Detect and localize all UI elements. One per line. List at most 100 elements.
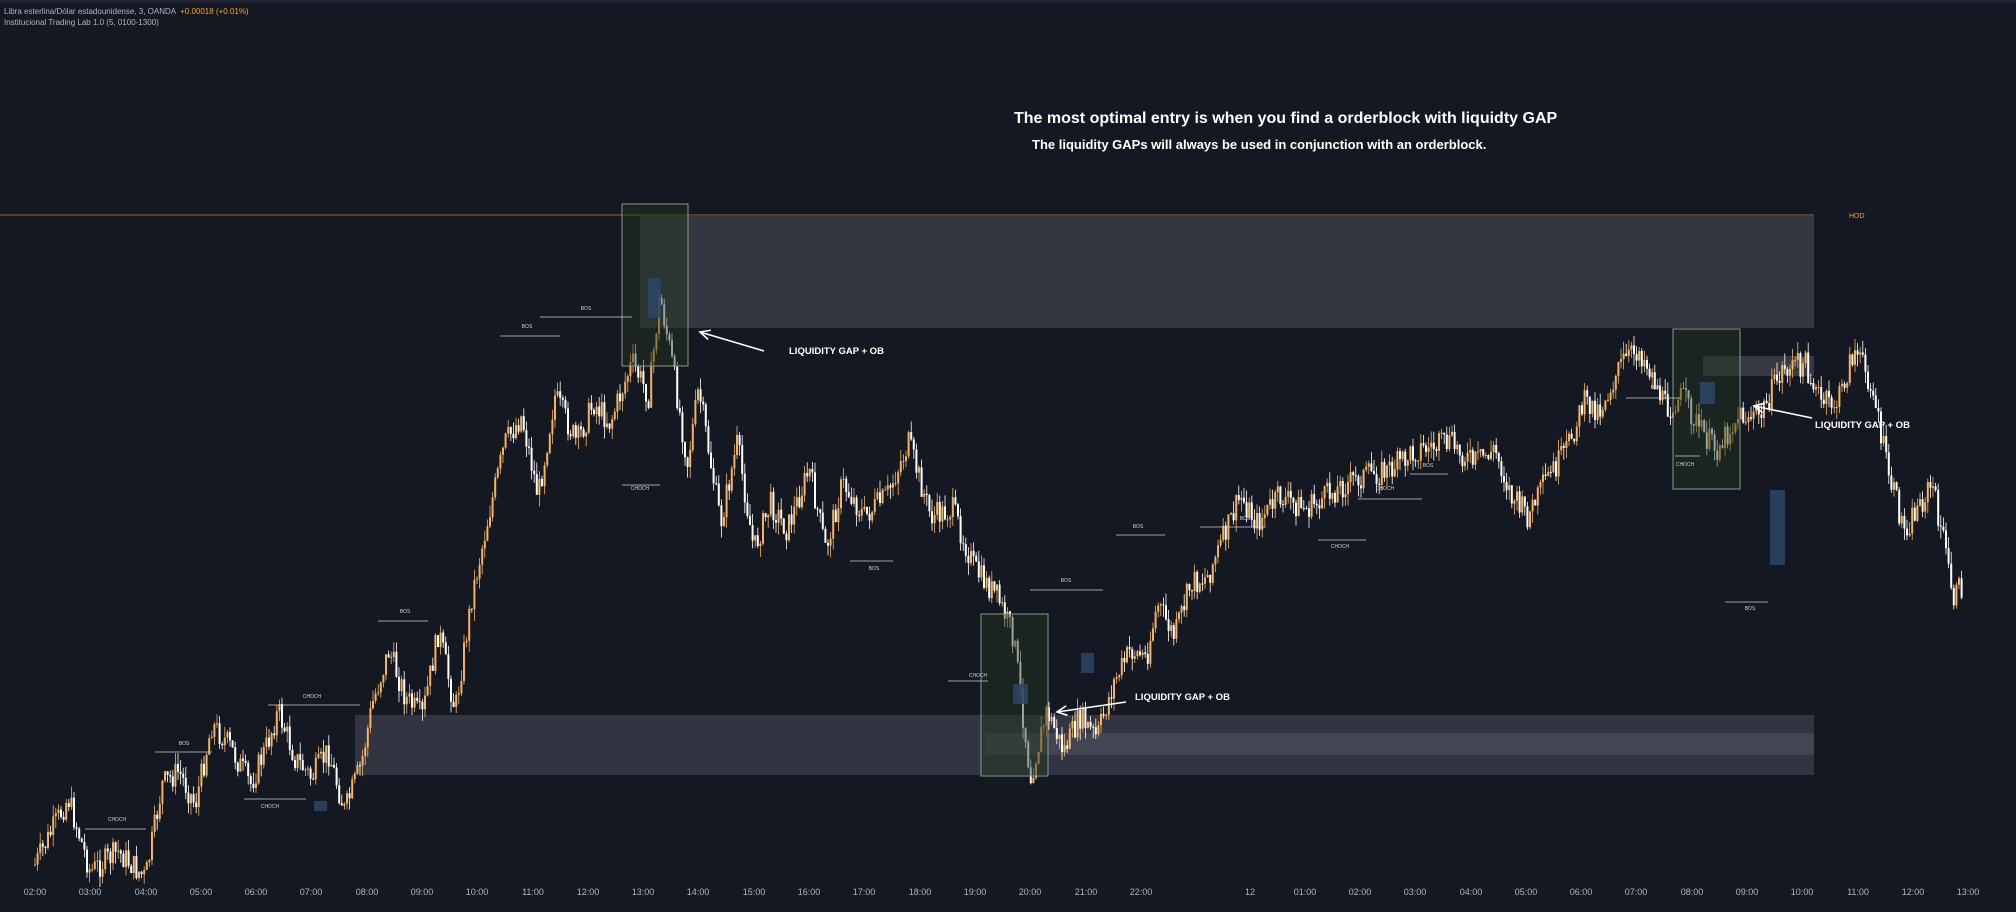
candle-body (554, 395, 556, 420)
candle-body (769, 491, 772, 515)
candle-body (1669, 416, 1672, 418)
candle-body (1911, 507, 1914, 534)
candle-body (1625, 353, 1628, 356)
structure-label: CHOCH (303, 694, 322, 700)
candle-body (1107, 697, 1110, 716)
candle-body (338, 785, 341, 804)
candle-body (468, 608, 471, 641)
callout-arrow-2-head (1055, 705, 1068, 717)
candle-body (1162, 604, 1165, 606)
candle-body (1432, 442, 1435, 450)
candle-body (764, 513, 767, 518)
candle-body (486, 526, 489, 541)
candle-body (60, 809, 62, 817)
candle-body (1003, 602, 1006, 619)
candle-body (439, 632, 442, 647)
candle-body (1310, 494, 1313, 517)
candle-body (741, 445, 744, 474)
candle-body (803, 472, 806, 496)
candle-body (905, 456, 907, 461)
candle-body (1659, 385, 1661, 401)
candle-body (1219, 539, 1222, 546)
candle-body (1924, 502, 1927, 512)
candle-body (1282, 504, 1284, 506)
candle-body (1139, 651, 1141, 656)
candle-body (1328, 482, 1331, 499)
candle-body (678, 408, 681, 413)
candle-body (925, 493, 928, 495)
candle-body (944, 506, 946, 520)
candle-body (78, 828, 81, 839)
candle-body (1721, 445, 1724, 448)
candle-body (377, 692, 380, 694)
candle-body (811, 468, 814, 473)
candle-body (1841, 383, 1843, 387)
candle-body (426, 685, 429, 696)
candle-body (1014, 640, 1017, 647)
candle-body (444, 642, 447, 655)
candle-body (452, 701, 455, 707)
candle-body (1063, 745, 1066, 753)
candle-body (382, 675, 385, 683)
x-axis-tick: 08:00 (1681, 887, 1704, 897)
candle-body (1586, 390, 1589, 397)
candle-body (533, 470, 536, 475)
candle-body (1588, 396, 1591, 414)
candle-body (489, 517, 491, 527)
indicator-name[interactable]: Institucional Trading Lab 1.0 (5, 0100-1… (4, 18, 159, 27)
candle-body (1687, 390, 1690, 399)
candle-body (416, 697, 419, 701)
candle-body (1295, 502, 1297, 517)
candle-body (1217, 545, 1219, 558)
candle-body (1939, 525, 1942, 527)
candle-body (1360, 485, 1362, 489)
candle-body (1149, 640, 1152, 664)
candle-body (1614, 375, 1617, 390)
candle-body (912, 439, 915, 450)
candle-body (1425, 445, 1427, 452)
candle-body (546, 452, 549, 466)
candle-body (652, 349, 655, 362)
candle-body (1817, 386, 1820, 388)
candle-body (676, 366, 679, 409)
x-axis-tick: 03:00 (79, 887, 102, 897)
candle-body (1055, 727, 1058, 739)
candle-body (288, 726, 291, 750)
candle-body (1079, 710, 1082, 729)
candle-body (556, 391, 559, 396)
candle-body (1578, 405, 1581, 427)
x-axis-tick: 03:00 (1404, 887, 1427, 897)
candle-body (1516, 491, 1518, 501)
candle-body (1729, 433, 1732, 445)
candle-body (582, 429, 585, 437)
candle-body (1256, 513, 1258, 529)
x-axis-tick: 12:00 (577, 887, 600, 897)
candle-body (1890, 475, 1893, 490)
candle-body (892, 483, 894, 488)
candle-body (96, 860, 99, 862)
candle-body (860, 508, 863, 516)
candle-body (1609, 392, 1612, 400)
candle-body (1170, 625, 1173, 631)
candle-body (1417, 460, 1420, 462)
candle-body (1682, 388, 1685, 390)
callout-arrow-2 (1056, 701, 1127, 713)
candle-body (720, 505, 723, 527)
candle-body (179, 771, 182, 774)
candle-body (681, 412, 684, 443)
candle-body (1856, 350, 1859, 355)
candle-body (1336, 486, 1339, 503)
candle-body (1048, 707, 1050, 722)
candle-body (1206, 574, 1209, 578)
x-axis-tick: 09:00 (1736, 887, 1759, 897)
candle-body (967, 555, 970, 564)
candle-body (595, 406, 598, 415)
liquidity-gap-5 (1770, 490, 1785, 565)
candle-body (1040, 726, 1043, 752)
candle-body (1633, 345, 1635, 355)
candle-body (1383, 461, 1386, 478)
candle-body (933, 514, 936, 524)
candle-body (356, 765, 359, 774)
candle-body (1016, 640, 1019, 662)
